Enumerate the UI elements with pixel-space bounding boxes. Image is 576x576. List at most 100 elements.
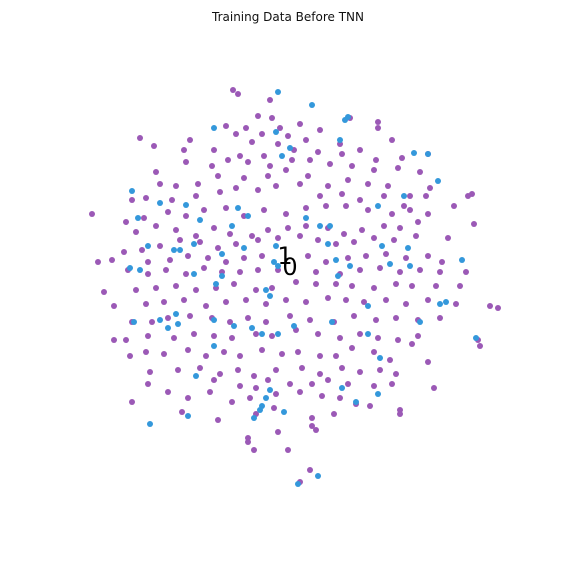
data-point [259, 131, 265, 137]
data-point [349, 345, 355, 351]
data-point [349, 163, 355, 169]
data-point [275, 331, 281, 337]
data-point [381, 223, 387, 229]
data-point [375, 335, 381, 341]
data-point [471, 221, 477, 227]
data-point [137, 267, 143, 273]
data-point [153, 169, 159, 175]
data-point [233, 131, 239, 137]
data-point [319, 393, 325, 399]
data-point [193, 287, 199, 293]
data-point [183, 159, 189, 165]
data-point [235, 91, 241, 97]
data-point [265, 173, 271, 179]
data-point [393, 281, 399, 287]
data-point [305, 253, 311, 259]
data-point [229, 399, 235, 405]
data-point [255, 187, 261, 193]
data-point [195, 181, 201, 187]
data-point [303, 137, 309, 143]
data-point [309, 102, 315, 108]
data-point [273, 183, 279, 189]
data-point [469, 191, 475, 197]
data-point [265, 227, 271, 233]
data-point [341, 231, 347, 237]
data-point [259, 253, 265, 259]
data-point [143, 301, 149, 307]
data-point [185, 253, 191, 259]
data-point [145, 333, 151, 339]
data-point [245, 213, 251, 219]
data-point [337, 395, 343, 401]
data-point [339, 151, 345, 157]
data-point [243, 125, 249, 131]
data-point [393, 371, 399, 377]
data-point [365, 181, 371, 187]
data-point [175, 367, 181, 373]
data-point [377, 265, 383, 271]
data-point [169, 197, 175, 203]
data-point [209, 163, 215, 169]
data-point [265, 377, 271, 383]
data-point [235, 367, 241, 373]
data-point [237, 269, 243, 275]
data-point [415, 219, 421, 225]
data-point [135, 215, 141, 221]
data-point [397, 269, 403, 275]
data-point [261, 207, 267, 213]
data-point [193, 373, 199, 379]
data-point [149, 319, 155, 325]
data-point [291, 323, 297, 329]
data-point [365, 331, 371, 337]
data-point [147, 421, 153, 427]
data-point [473, 335, 479, 341]
data-point [425, 359, 431, 365]
data-point [237, 153, 243, 159]
data-point [477, 343, 483, 349]
data-point [437, 269, 443, 275]
data-point [325, 183, 331, 189]
data-point [187, 137, 193, 143]
data-point [269, 285, 275, 291]
data-point [339, 191, 345, 197]
data-point [275, 89, 281, 95]
data-point [223, 123, 229, 129]
data-point [171, 247, 177, 253]
data-point [267, 97, 273, 103]
data-point [297, 233, 303, 239]
data-point [161, 299, 167, 305]
data-point [153, 223, 159, 229]
data-point [253, 331, 259, 337]
data-point [345, 381, 351, 387]
data-point [325, 241, 331, 247]
data-point [351, 313, 357, 319]
data-point [371, 349, 377, 355]
data-point [231, 281, 237, 287]
data-point [109, 257, 115, 263]
data-point [197, 239, 203, 245]
data-point [129, 197, 135, 203]
data-point [367, 403, 373, 409]
data-point [143, 195, 149, 201]
data-point [143, 349, 149, 355]
data-point [283, 167, 289, 173]
data-point [397, 411, 403, 417]
data-point [217, 189, 223, 195]
data-point [323, 259, 329, 265]
data-point [297, 121, 303, 127]
data-point [229, 223, 235, 229]
data-point [315, 331, 321, 337]
data-point [339, 365, 345, 371]
data-point [101, 289, 107, 295]
data-point [309, 423, 315, 429]
data-point [317, 223, 323, 229]
data-point [327, 223, 333, 229]
data-point [323, 203, 329, 209]
data-point [417, 267, 423, 273]
data-point [375, 203, 381, 209]
labels-layer: 10 [277, 242, 297, 281]
data-point [123, 337, 129, 343]
data-point [283, 297, 289, 303]
data-point [89, 211, 95, 217]
data-point [185, 413, 191, 419]
